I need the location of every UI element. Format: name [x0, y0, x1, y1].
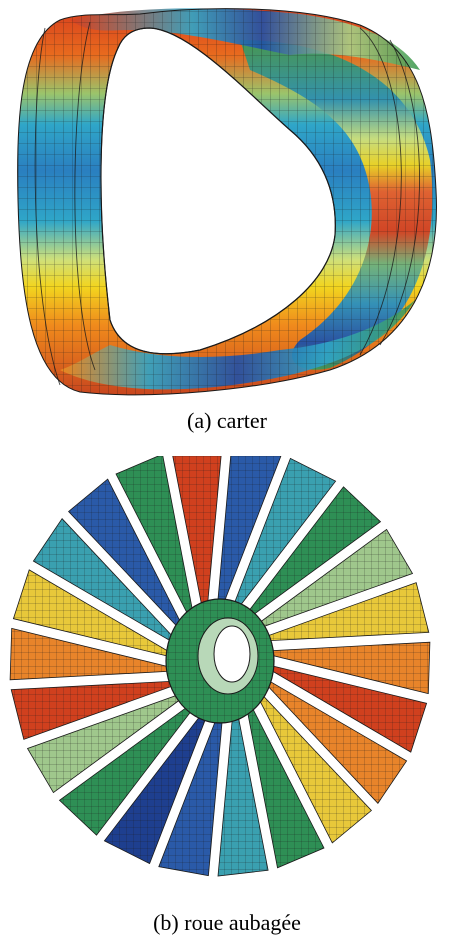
blades	[9, 456, 431, 877]
blade-mesh	[246, 705, 324, 868]
blade-mesh	[272, 642, 430, 694]
blade-mesh	[27, 695, 181, 793]
blade-mesh	[59, 705, 194, 836]
caption-b: (b) roue aubagée	[153, 910, 301, 935]
blade-mesh	[158, 715, 223, 876]
blade-mesh	[259, 695, 372, 843]
blade-mesh	[267, 681, 407, 804]
blade-mesh	[267, 582, 429, 641]
blade-mesh	[33, 518, 173, 641]
blade-mesh	[13, 569, 168, 656]
blade-mesh	[218, 713, 269, 876]
blade-mesh	[10, 628, 168, 680]
blade-mesh	[232, 458, 336, 609]
figure-a-casing	[17, 8, 437, 396]
blade-mesh	[104, 713, 208, 864]
blade-mesh	[11, 681, 173, 740]
blade-mesh	[246, 486, 381, 617]
blade-mesh	[116, 456, 194, 617]
blade-mesh	[272, 666, 427, 753]
figure-b-bladed-wheel	[9, 456, 431, 877]
caption-a: (a) carter	[187, 408, 267, 433]
blade-mesh	[217, 456, 281, 607]
blade-mesh	[172, 456, 222, 609]
hub	[165, 598, 275, 724]
blade-mesh	[259, 529, 413, 627]
blade-mesh	[68, 479, 181, 627]
